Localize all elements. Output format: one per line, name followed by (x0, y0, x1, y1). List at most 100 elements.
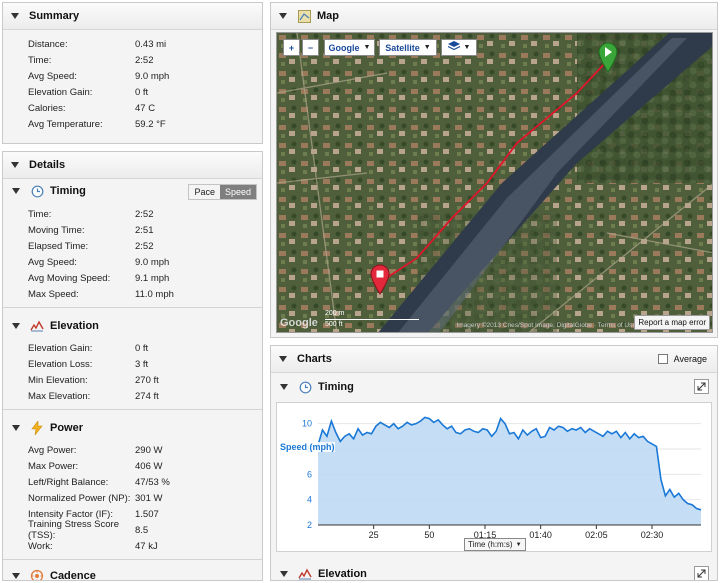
row-label: Elevation Gain: (28, 342, 93, 354)
timing-chart-header[interactable]: Timing (271, 375, 717, 399)
row-label: Time: (28, 208, 52, 220)
average-toggle[interactable]: Average (657, 354, 707, 364)
timing-row: Time: 2:52 (3, 206, 262, 222)
expand-chart-icon[interactable] (694, 566, 709, 580)
average-label: Average (673, 354, 707, 364)
row-label: Work: (28, 540, 53, 552)
start-marker-icon[interactable] (597, 41, 619, 73)
power-row: Avg Power: 290 W (3, 442, 262, 458)
map-icon (297, 9, 311, 23)
speed-toggle-button[interactable]: Speed (219, 185, 256, 199)
collapse-triangle-icon[interactable] (12, 323, 20, 329)
power-row: Left/Right Balance: 47/53 % (3, 474, 262, 490)
y-tick-label: 10 (302, 419, 312, 429)
elevation-rows: Elevation Gain: 0 ft Elevation Loss: 3 ft … (3, 338, 262, 404)
collapse-triangle-icon[interactable] (279, 13, 287, 19)
map-overlays-dropdown[interactable]: ▼ (441, 39, 477, 56)
charts-panel: Charts Average Timing 246810255001:1501:… (270, 345, 718, 581)
expand-chart-icon[interactable] (694, 379, 709, 394)
zoom-in-button[interactable]: + (283, 39, 300, 56)
collapse-triangle-icon[interactable] (11, 13, 19, 19)
section-divider (3, 409, 262, 410)
x-axis-select[interactable]: Time (h:m:s) ▼ (464, 538, 526, 551)
details-title: Details (29, 159, 66, 171)
zoom-out-button[interactable]: − (302, 39, 319, 56)
summary-row: Avg Speed: 9.0 mph (3, 68, 262, 84)
elevation-row: Max Elevation: 274 ft (3, 388, 262, 404)
map-layer-dropdown[interactable]: Satellite ▼ (379, 39, 437, 56)
row-label: Distance: (28, 38, 68, 50)
x-tick-label: 01:40 (529, 530, 552, 540)
google-logo: Google (280, 317, 318, 329)
details-header[interactable]: Details (3, 152, 262, 179)
power-row: Training Stress Score (TSS): 8.5 (3, 519, 262, 541)
row-label: Min Elevation: (28, 374, 88, 386)
map-provider-dropdown[interactable]: Google ▼ (324, 39, 375, 56)
row-value: 406 W (135, 460, 163, 472)
elevation-row: Elevation Loss: 3 ft (3, 356, 262, 372)
row-value: 47 C (135, 102, 156, 114)
charts-header[interactable]: Charts Average (271, 346, 717, 373)
summary-rows: Distance: 0.43 mi Time: 2:52 Avg Speed: 9.0… (3, 30, 262, 132)
details-panel: Details Timing Pace Speed Time: 2:52 Movi… (2, 151, 263, 581)
y-tick-label: 2 (307, 520, 312, 530)
timing-rows: Time: 2:52 Moving Time: 2:51 Elapsed Time:… (3, 203, 262, 302)
x-tick-label: 50 (424, 530, 434, 540)
row-value: 290 W (135, 444, 163, 456)
row-label: Max Power: (28, 460, 79, 472)
lightning-icon (30, 421, 44, 435)
cadence-icon (30, 569, 44, 580)
row-value: 2:52 (135, 208, 154, 220)
timing-section-header[interactable]: Timing Pace Speed (3, 179, 262, 203)
collapse-triangle-icon[interactable] (12, 188, 20, 194)
summary-row: Distance: 0.43 mi (3, 36, 262, 52)
elevation-row: Elevation Gain: 0 ft (3, 340, 262, 356)
collapse-triangle-icon[interactable] (12, 425, 20, 431)
clock-icon (298, 380, 312, 394)
elevation-section-header[interactable]: Elevation (3, 314, 262, 338)
power-section-title: Power (50, 422, 84, 434)
pace-toggle-button[interactable]: Pace (189, 185, 220, 199)
row-value: 0 ft (135, 342, 149, 354)
speed-area (318, 417, 701, 525)
summary-header[interactable]: Summary (3, 3, 262, 30)
summary-title: Summary (29, 10, 80, 22)
pace-speed-toggle: Pace Speed (188, 184, 257, 200)
charts-title: Charts (297, 353, 332, 365)
collapse-triangle-icon[interactable] (11, 162, 19, 168)
scale-feet: 500 ft (325, 321, 343, 328)
scale-line (325, 319, 419, 320)
satellite-imagery[interactable] (277, 33, 713, 333)
row-label: Avg Speed: (28, 70, 77, 82)
collapse-triangle-icon[interactable] (280, 384, 288, 390)
row-value: 274 ft (135, 390, 159, 402)
power-row: Max Power: 406 W (3, 458, 262, 474)
row-label: Moving Time: (28, 224, 85, 236)
elevation-chart-header[interactable]: Elevation (271, 562, 717, 580)
map-scale-bar: 200 m 500 ft (325, 310, 419, 330)
clock-icon (30, 184, 44, 198)
power-row: Intensity Factor (IF): 1.507 (3, 506, 262, 522)
cadence-section-header[interactable]: Cadence (3, 564, 262, 581)
row-value: 0.43 mi (135, 38, 167, 50)
timing-row: Elapsed Time: 2:52 (3, 238, 262, 254)
power-section-header[interactable]: Power (3, 416, 262, 440)
x-tick-label: 01:15 (474, 530, 497, 540)
collapse-triangle-icon[interactable] (279, 356, 287, 362)
row-value: 301 W (135, 492, 163, 504)
timing-row: Avg Moving Speed: 9.1 mph (3, 270, 262, 286)
map-view[interactable]: + − Google ▼ Satellite ▼ ▼ 200 m 500 ft … (276, 32, 713, 333)
row-label: Avg Moving Speed: (28, 272, 111, 284)
average-checkbox[interactable] (657, 354, 668, 364)
report-map-error-button[interactable]: Report a map error (634, 315, 710, 330)
collapse-triangle-icon[interactable] (280, 571, 288, 577)
end-marker-icon[interactable] (369, 263, 391, 295)
collapse-triangle-icon[interactable] (12, 573, 20, 579)
map-header[interactable]: Map (271, 3, 717, 30)
map-attribution[interactable]: Imagery ©2013 Cnes/Spot Image, DigitalGl… (456, 322, 636, 329)
row-value: 9.1 mph (135, 272, 170, 284)
section-divider (3, 307, 262, 308)
cadence-section-title: Cadence (50, 570, 96, 581)
